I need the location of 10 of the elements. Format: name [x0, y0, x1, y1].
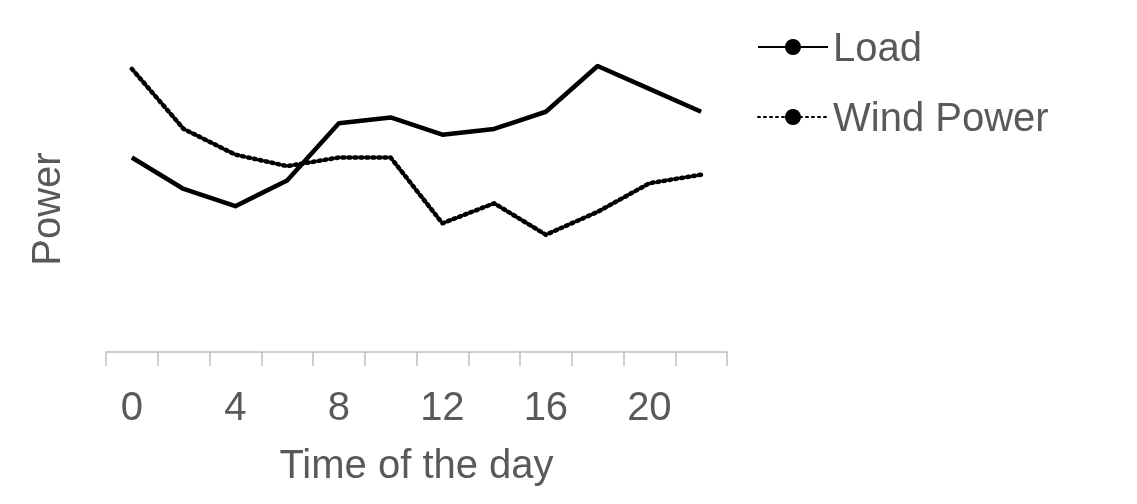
x-tick-label: 8: [327, 384, 350, 428]
legend-label: Wind Power: [833, 95, 1049, 139]
x-tick-label: 4: [224, 384, 247, 428]
x-tick-label: 20: [627, 384, 672, 428]
x-tick-label: 0: [120, 384, 143, 428]
x-tick-label: 12: [420, 384, 465, 428]
x-axis-title: Time of the day: [279, 442, 554, 486]
legend-label: Load: [833, 25, 922, 69]
y-axis-title: Power: [24, 152, 68, 266]
x-tick-label: 16: [523, 384, 569, 428]
